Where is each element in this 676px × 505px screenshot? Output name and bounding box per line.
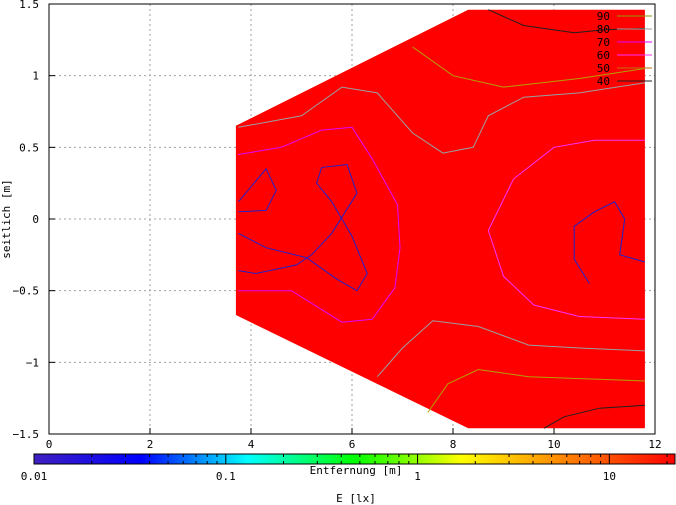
legend-entry-label: 50	[597, 62, 610, 75]
x-axis-label: Entfernung [m]	[310, 464, 403, 477]
contour-line-80	[376, 320, 645, 378]
contour-line-60	[487, 139, 645, 231]
contour-line-50	[238, 163, 368, 292]
contour-line-50	[238, 167, 277, 213]
colorbar-label: E [lx]	[336, 492, 376, 505]
y-tick-label: 1	[32, 70, 39, 83]
contour-line-90	[412, 46, 645, 88]
contour-line-50	[573, 201, 646, 284]
y-tick-label: −1.5	[13, 428, 40, 441]
y-tick-label: −0.5	[13, 285, 40, 298]
y-tick-label: 0	[32, 213, 39, 226]
contour-lines	[238, 9, 646, 429]
colorbar-tick-label: 1	[414, 470, 421, 483]
heatmap-region	[235, 9, 645, 429]
x-tick-label: 6	[349, 438, 356, 451]
x-tick-label: 0	[46, 438, 53, 451]
legend-entry-label: 40	[597, 75, 610, 88]
x-tick-label: 12	[648, 438, 661, 451]
legend-entry-label: 90	[597, 10, 610, 23]
contour-line-70	[238, 126, 401, 323]
y-axis-label: seitlich [m]	[0, 179, 13, 258]
x-tick-label: 8	[450, 438, 457, 451]
legend-entry-label: 60	[597, 49, 610, 62]
colorbar-tick-label: 0.01	[21, 470, 48, 483]
colorbar-tick-label: 0.1	[216, 470, 236, 483]
x-axis-ticks: 0 2 4 6 8 10 12	[46, 428, 662, 451]
legend-entry-label: 70	[597, 36, 610, 49]
y-axis-ticks: 1.5 1 0.5 0 −0.5 −1 −1.5	[13, 0, 55, 441]
legend-entry-label: 80	[597, 23, 610, 36]
y-tick-label: −1	[26, 356, 39, 369]
x-tick-label: 4	[248, 438, 255, 451]
x-tick-label: 10	[547, 438, 560, 451]
contour-line-80	[238, 82, 645, 154]
y-tick-label: 1.5	[19, 0, 39, 11]
contour-line-40	[543, 404, 645, 429]
colorbar-tick-label: 10	[603, 470, 616, 483]
colorbar-bar	[33, 453, 676, 465]
contour-line-90	[427, 368, 645, 413]
colorbar: 0.01 0.1 1 10	[21, 453, 676, 483]
x-tick-label: 2	[147, 438, 154, 451]
contour-line-60	[487, 230, 645, 320]
heatmap-fill	[235, 9, 645, 429]
y-tick-label: 0.5	[19, 141, 39, 154]
